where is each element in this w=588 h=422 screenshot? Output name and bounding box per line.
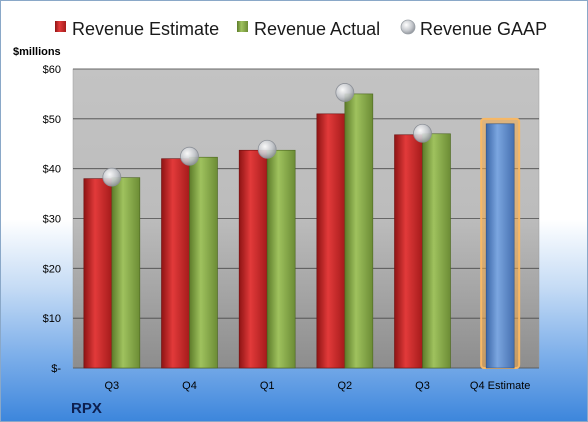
- legend-swatch-revenue-estimate: [55, 21, 66, 32]
- bar-revenue-actual: [344, 93, 374, 369]
- x-tick-label: Q1: [260, 380, 275, 392]
- marker-revenue-gaap: [180, 146, 199, 166]
- y-tick-label: $-: [51, 363, 61, 375]
- ticker-label: RPX: [71, 400, 102, 417]
- bar-revenue-actual: [266, 149, 296, 369]
- marker-revenue-gaap: [335, 83, 355, 102]
- marker-revenue-gaap: [102, 167, 122, 187]
- bar-revenue-estimate: [83, 178, 113, 369]
- y-tick-label: $10: [43, 313, 61, 325]
- x-tick-label: Q4: [182, 380, 197, 392]
- bar-revenue-actual: [189, 156, 218, 369]
- legend: Revenue Estimate Revenue Actual Revenue …: [55, 19, 547, 39]
- x-tick-label: Q3: [415, 380, 430, 392]
- bar-revenue-estimate: [161, 158, 190, 369]
- y-tick-label: $40: [43, 164, 61, 176]
- y-axis-ticks: $- $10 $20 $30 $40 $50 $60: [43, 64, 62, 375]
- bar-revenue-estimate: [238, 149, 268, 369]
- legend-label-revenue-actual: Revenue Actual: [254, 19, 380, 39]
- bar-revenue-estimate: [394, 134, 423, 369]
- gaap-markers: [102, 83, 432, 187]
- y-tick-label: $60: [43, 64, 61, 76]
- legend-label-revenue-gaap: Revenue GAAP: [420, 19, 547, 39]
- legend-swatch-revenue-actual: [237, 21, 248, 32]
- y-tick-label: $20: [43, 263, 61, 275]
- bars: [83, 93, 521, 369]
- legend-label-revenue-estimate: Revenue Estimate: [72, 19, 219, 39]
- bar-revenue-estimate: [316, 113, 346, 369]
- y-tick-label: $30: [43, 214, 61, 226]
- y-tick-label: $50: [43, 114, 61, 126]
- x-tick-label: Q3: [104, 380, 119, 392]
- marker-revenue-gaap: [257, 139, 277, 159]
- bar-revenue-actual: [422, 133, 451, 369]
- legend-swatch-revenue-gaap: [400, 19, 416, 35]
- bar-q4-estimate: [485, 123, 515, 369]
- x-tick-label: Q2: [337, 380, 352, 392]
- marker-revenue-gaap: [413, 123, 432, 143]
- x-tick-label: Q4 Estimate: [470, 380, 531, 392]
- bar-revenue-actual: [111, 177, 141, 369]
- gridlines: [73, 68, 539, 369]
- x-axis-ticks: Q3 Q4 Q1 Q2 Q3 Q4 Estimate: [104, 380, 530, 392]
- y-axis-unit-label: $millions: [13, 46, 61, 58]
